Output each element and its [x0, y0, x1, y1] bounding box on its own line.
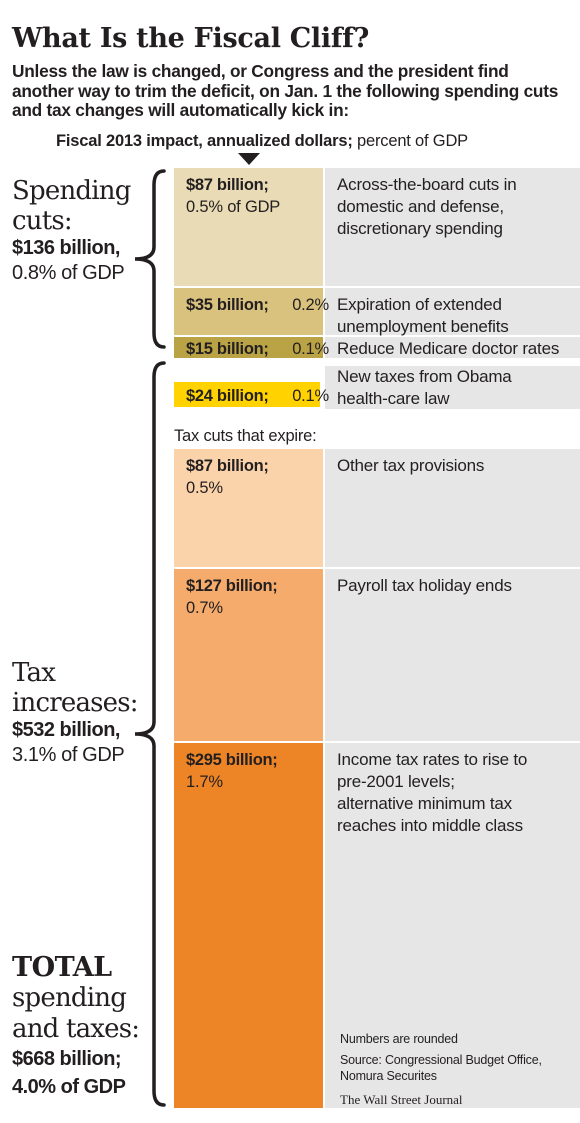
segment-value-7: $295 billion; [186, 751, 277, 769]
segment-value-6: $127 billion; [186, 577, 277, 595]
segment-desc-2-line-1: Expiration of extended [337, 295, 502, 314]
segment-desc-bg-3 [325, 337, 580, 358]
segment-pct-1: 0.5% of GDP [186, 198, 280, 216]
segment-value-3: $15 billion; [186, 340, 269, 358]
segment-bar-6 [174, 569, 323, 741]
segment-desc-1-line-2: domestic and defense, [337, 197, 504, 216]
segment-desc-7-line-1: Income tax rates to rise to [337, 750, 527, 769]
tax-brace [134, 361, 166, 1107]
tax-cuts-subheading: Tax cuts that expire: [174, 427, 317, 445]
segment-value-1: $87 billion; [186, 176, 269, 194]
total-amount: $668 billion; [12, 1048, 122, 1070]
total-pct: 4.0% of GDP [12, 1076, 126, 1098]
spending-pct: 0.8% of GDP [12, 262, 125, 284]
segment-desc-4-line-1: New taxes from Obama [337, 367, 512, 386]
segment-desc-bg-7 [325, 743, 580, 1108]
segment-desc-4-line-2: health-care law [337, 389, 450, 408]
segment-pct-2: 0.2% [292, 296, 329, 314]
segment-desc-1-line-1: Across-the-board cuts in [337, 175, 516, 194]
subtitle: Unless the law is changed, or Congress a… [12, 61, 559, 120]
spending-brace [134, 169, 166, 349]
unit-line: Fiscal 2013 impact, annualized dollars; … [56, 131, 468, 151]
down-arrow-icon [238, 153, 260, 165]
segment-desc-3-line-1: Reduce Medicare doctor rates [337, 339, 559, 358]
tax-label-line1: Tax [12, 658, 56, 688]
segment-desc-bg-2 [325, 288, 580, 335]
segment-desc-2-line-2: unemployment benefits [337, 317, 509, 336]
segment-bar-7 [174, 743, 323, 1108]
total-label-line1: TOTAL [12, 952, 112, 983]
segment-value-5: $87 billion; [186, 457, 269, 475]
segment-desc-bg-1 [325, 168, 580, 286]
segment-desc-7-line-4: reaches into middle class [337, 816, 523, 835]
credit-line: The Wall Street Journal [340, 1092, 463, 1107]
segment-desc-7-line-2: pre-2001 levels; [337, 772, 455, 791]
unit-rest: percent of GDP [352, 132, 468, 150]
page-title: What Is the Fiscal Cliff? [12, 23, 370, 54]
segment-pct-4: 0.1% [292, 387, 329, 405]
spending-group-label: Spending cuts: $136 billion, 0.8% of GDP [12, 176, 131, 286]
segment-bar-1 [174, 168, 323, 286]
tax-amount: $532 billion, [12, 719, 120, 741]
segment-bar-3 [174, 337, 323, 358]
segment-desc-bg-4 [325, 366, 580, 409]
spending-amount: $136 billion, [12, 237, 120, 259]
unit-bold: Fiscal 2013 impact, annualized dollars; [56, 132, 353, 150]
total-label-line3: and taxes: [12, 1014, 140, 1044]
tax-label-line2: increases: [12, 688, 139, 718]
spending-label-line2: cuts: [12, 206, 73, 236]
segment-desc-bg-5 [325, 449, 580, 567]
tax-group-label: Tax increases: $532 billion, 3.1% of GDP [12, 658, 139, 768]
segment-pct-3: 0.1% [292, 340, 329, 358]
segment-bar-5 [174, 449, 323, 567]
segment-value-4: $24 billion; [186, 387, 269, 405]
segment-bar-4 [174, 382, 320, 407]
total-label: TOTAL spending and taxes: $668 billion; … [12, 952, 140, 1101]
spending-label-line1: Spending [12, 176, 131, 206]
footnotes: Numbers are rounded Source: Congressiona… [340, 1031, 580, 1089]
source-note: Source: Congressional Budget Office, Nom… [340, 1053, 542, 1083]
segment-desc-bg-6 [325, 569, 580, 741]
segment-desc-6-line-1: Payroll tax holiday ends [337, 576, 512, 595]
segment-bar-2 [174, 288, 323, 335]
segment-desc-7-line-3: alternative minimum tax [337, 794, 513, 813]
total-label-line2: spending [12, 983, 127, 1013]
segment-value-2: $35 billion; [186, 296, 269, 314]
tax-pct: 3.1% of GDP [12, 744, 125, 766]
segment-pct-6: 0.7% [186, 599, 223, 617]
rounded-note: Numbers are rounded [340, 1032, 458, 1046]
segment-desc-1-line-3: discretionary spending [337, 219, 503, 238]
segment-desc-5-line-1: Other tax provisions [337, 456, 484, 475]
segment-pct-5: 0.5% [186, 479, 223, 497]
segment-pct-7: 1.7% [186, 773, 223, 791]
